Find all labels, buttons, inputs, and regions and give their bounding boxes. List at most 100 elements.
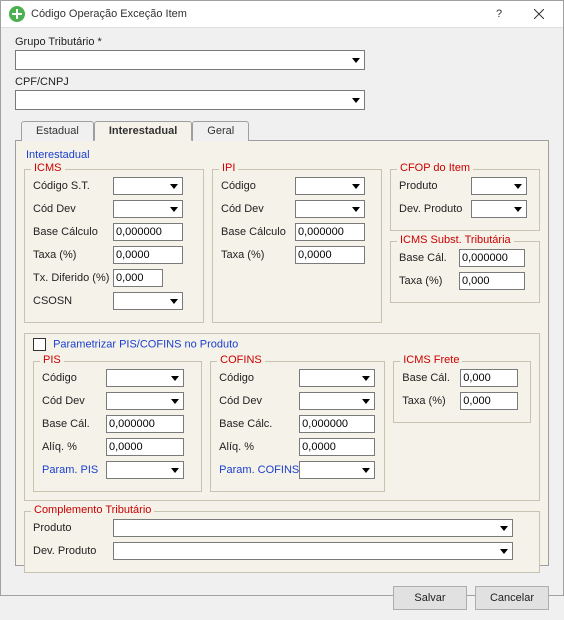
- icms-frete-base-input[interactable]: 0,000: [460, 369, 518, 387]
- panel-legend: Interestadual: [26, 149, 540, 161]
- pis-group: PIS Código Cód Dev Base Cál.0,000000 Alí…: [33, 361, 202, 492]
- pis-codigo-label: Código: [42, 372, 106, 384]
- icms-csosn-combo[interactable]: [113, 292, 183, 310]
- complemento-dev-combo[interactable]: [113, 542, 513, 560]
- cofins-codigo-combo[interactable]: [299, 369, 375, 387]
- pis-base-input[interactable]: 0,000000: [106, 415, 184, 433]
- ipi-group: IPI Código Cód Dev Base Cálculo0,000000 …: [212, 169, 382, 323]
- complemento-produto-combo[interactable]: [113, 519, 513, 537]
- cofins-base-input[interactable]: 0,000000: [299, 415, 375, 433]
- icms-st-base-label: Base Cál.: [399, 252, 459, 264]
- pis-cod-dev-label: Cód Dev: [42, 395, 106, 407]
- ipi-cod-dev-label: Cód Dev: [221, 203, 295, 215]
- grupo-tributario-label: Grupo Tributário *: [15, 36, 549, 48]
- cfop-produto-combo[interactable]: [471, 177, 527, 195]
- right-col-top: CFOP do Item Produto Dev. Produto ICMS S…: [390, 161, 540, 323]
- cofins-group: COFINS Código Cód Dev Base Cálc.0,000000…: [210, 361, 385, 492]
- cancelar-button[interactable]: Cancelar: [475, 586, 549, 610]
- grupo-tributario-field: Grupo Tributário *: [15, 36, 549, 70]
- help-button[interactable]: ?: [479, 1, 519, 27]
- icms-codigo-st-label: Código S.T.: [33, 180, 113, 192]
- icms-st-group: ICMS Subst. Tributária Base Cál.0,000000…: [390, 241, 540, 303]
- cfop-dev-produto-combo[interactable]: [471, 200, 527, 218]
- chevron-down-icon: [352, 58, 360, 63]
- icms-frete-taxa-input[interactable]: 0,000: [460, 392, 518, 410]
- icms-st-legend: ICMS Subst. Tributária: [397, 234, 514, 246]
- cfop-produto-label: Produto: [399, 180, 471, 192]
- icms-st-base-input[interactable]: 0,000000: [459, 249, 525, 267]
- close-icon: [534, 9, 544, 19]
- salvar-button[interactable]: Salvar: [393, 586, 467, 610]
- ipi-cod-dev-combo[interactable]: [295, 200, 365, 218]
- tab-interestadual[interactable]: Interestadual: [94, 121, 192, 141]
- tab-strip: Estadual Interestadual Geral: [21, 120, 549, 140]
- icms-st-taxa-label: Taxa (%): [399, 275, 459, 287]
- pis-legend: PIS: [40, 354, 64, 366]
- icms-st-taxa-input[interactable]: 0,000: [459, 272, 525, 290]
- cofins-param-combo[interactable]: [299, 461, 375, 479]
- cofins-cod-dev-combo[interactable]: [299, 392, 375, 410]
- icms-cod-dev-label: Cód Dev: [33, 203, 113, 215]
- ipi-legend: IPI: [219, 162, 238, 174]
- cofins-param-label: Param. COFINS: [219, 464, 299, 476]
- icms-taxa-label: Taxa (%): [33, 249, 113, 261]
- cpf-cnpj-field: CPF/CNPJ: [15, 76, 549, 110]
- cofins-legend: COFINS: [217, 354, 265, 366]
- plus-icon: [9, 6, 25, 22]
- ipi-base-calc-input[interactable]: 0,000000: [295, 223, 365, 241]
- cpf-cnpj-label: CPF/CNPJ: [15, 76, 549, 88]
- param-pis-cofins-label: Parametrizar PIS/COFINS no Produto: [53, 338, 238, 350]
- ipi-codigo-label: Código: [221, 180, 295, 192]
- grupo-tributario-combo[interactable]: [15, 50, 365, 70]
- window-title: Código Operação Exceção Item: [31, 8, 479, 20]
- icms-frete-base-label: Base Cál.: [402, 372, 460, 384]
- complemento-group: Complemento Tributário Produto Dev. Prod…: [24, 511, 540, 573]
- param-pis-cofins-checkbox[interactable]: [33, 338, 46, 351]
- cofins-aliq-input[interactable]: 0,0000: [299, 438, 375, 456]
- icms-taxa-input[interactable]: 0,0000: [113, 246, 183, 264]
- pis-param-label: Param. PIS: [42, 464, 106, 476]
- pis-base-label: Base Cál.: [42, 418, 106, 430]
- cofins-codigo-label: Código: [219, 372, 299, 384]
- pis-cod-dev-combo[interactable]: [106, 392, 184, 410]
- pis-aliq-label: Alíq. %: [42, 441, 106, 453]
- icms-frete-taxa-label: Taxa (%): [402, 395, 460, 407]
- icms-base-calc-input[interactable]: 0,000000: [113, 223, 183, 241]
- pis-cofins-outer: Parametrizar PIS/COFINS no Produto PIS C…: [24, 333, 540, 501]
- ipi-taxa-label: Taxa (%): [221, 249, 295, 261]
- titlebar: Código Operação Exceção Item ?: [1, 1, 563, 28]
- cofins-base-label: Base Cálc.: [219, 418, 299, 430]
- cofins-aliq-label: Alíq. %: [219, 441, 299, 453]
- icms-codigo-st-combo[interactable]: [113, 177, 183, 195]
- ipi-codigo-combo[interactable]: [295, 177, 365, 195]
- pis-param-combo[interactable]: [106, 461, 184, 479]
- icms-csosn-label: CSOSN: [33, 295, 113, 307]
- cfop-group: CFOP do Item Produto Dev. Produto: [390, 169, 540, 231]
- close-button[interactable]: [519, 1, 559, 27]
- chevron-down-icon: [352, 98, 360, 103]
- pis-codigo-combo[interactable]: [106, 369, 184, 387]
- button-bar: Salvar Cancelar: [1, 576, 563, 620]
- icms-tx-diferido-label: Tx. Diferido (%): [33, 272, 113, 284]
- param-pis-cofins-row: Parametrizar PIS/COFINS no Produto: [33, 338, 531, 351]
- complemento-dev-label: Dev. Produto: [33, 545, 113, 557]
- tab-estadual[interactable]: Estadual: [21, 121, 94, 141]
- pis-aliq-input[interactable]: 0,0000: [106, 438, 184, 456]
- top-row: ICMS Código S.T. Cód Dev Base Cálculo0,0…: [24, 161, 540, 323]
- icms-legend: ICMS: [31, 162, 65, 174]
- icms-frete-group: ICMS Frete Base Cál.0,000 Taxa (%)0,000: [393, 361, 531, 423]
- icms-base-calc-label: Base Cálculo: [33, 226, 113, 238]
- cpf-cnpj-combo[interactable]: [15, 90, 365, 110]
- content-area: Grupo Tributário * CPF/CNPJ Estadual Int…: [1, 28, 563, 576]
- complemento-produto-label: Produto: [33, 522, 113, 534]
- icms-frete-legend: ICMS Frete: [400, 354, 462, 366]
- ipi-taxa-input[interactable]: 0,0000: [295, 246, 365, 264]
- icms-cod-dev-combo[interactable]: [113, 200, 183, 218]
- dialog-window: Código Operação Exceção Item ? Grupo Tri…: [0, 0, 564, 596]
- cfop-dev-produto-label: Dev. Produto: [399, 203, 471, 215]
- icms-tx-diferido-input[interactable]: 0,000: [113, 269, 163, 287]
- cfop-legend: CFOP do Item: [397, 162, 473, 174]
- tab-geral[interactable]: Geral: [192, 121, 249, 141]
- cofins-cod-dev-label: Cód Dev: [219, 395, 299, 407]
- tab-panel-interestadual: Interestadual ICMS Código S.T. Cód Dev B…: [15, 140, 549, 566]
